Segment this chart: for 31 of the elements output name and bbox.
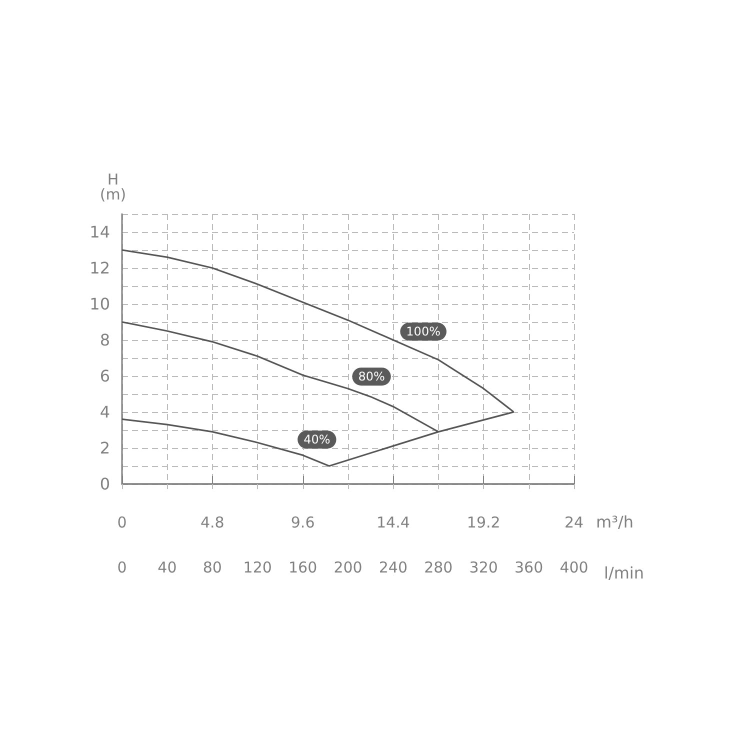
x-tick-label: 9.6 (290, 514, 315, 532)
annotation: 100% (406, 324, 440, 339)
x-tick-label: 0 (117, 514, 127, 532)
x-axis-title: m³/h (596, 512, 634, 532)
y-axis-title: H (m) (100, 170, 126, 204)
y-tick-label: 14 (90, 222, 110, 242)
x2-tick-label: 400 (560, 558, 588, 576)
y-tick-label: 4 (100, 402, 110, 422)
annotation: 40% (304, 432, 330, 447)
x2-tick-label: 80 (202, 558, 222, 576)
y-tick-label: 6 (100, 366, 110, 386)
y-tick-label: 2 (100, 438, 110, 458)
y-tick-label: 12 (90, 258, 110, 278)
y-tick-label: 0 (100, 474, 110, 494)
annotation: 80% (358, 370, 385, 384)
x-tick-label: 14.4 (376, 514, 410, 532)
x2-tick-label: 200 (334, 558, 362, 576)
x2-tick-label: 40 (158, 558, 177, 576)
x2-tick-label: 120 (243, 558, 272, 576)
x2-tick-label: 0 (117, 558, 127, 576)
x2-tick-label: 320 (469, 558, 498, 576)
x-tick-label: 4.8 (200, 514, 224, 532)
x-tick-label: 19.2 (466, 514, 500, 532)
x2-tick-label: 240 (378, 558, 408, 576)
x2-axis-title: l/min (604, 564, 644, 582)
y-tick-label: 10 (90, 294, 110, 314)
x2-tick-label: 280 (424, 558, 453, 576)
x-tick-label: 24 (564, 514, 584, 532)
x2-tick-label: 160 (288, 558, 318, 576)
y-tick-label: 8 (100, 330, 110, 350)
x2-tick-label: 360 (514, 558, 544, 576)
